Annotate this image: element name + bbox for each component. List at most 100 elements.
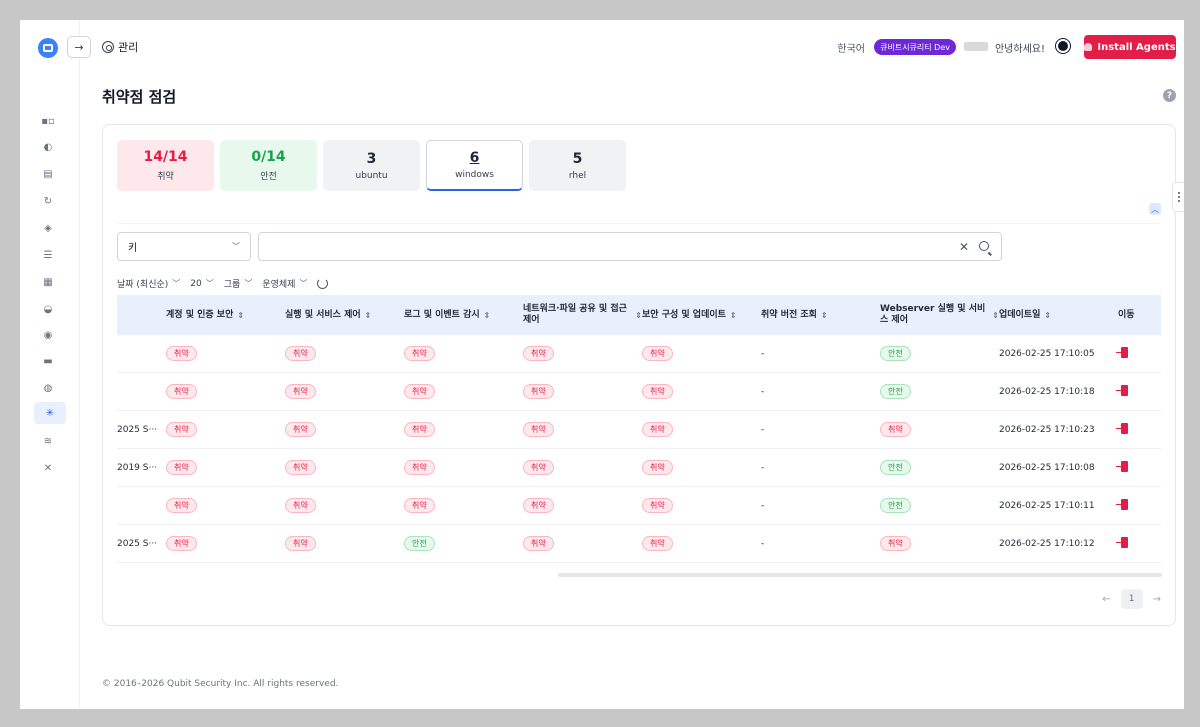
org-badge[interactable]: 큐비트시큐리티 Dev [874, 39, 956, 55]
header-cell[interactable]: 네트워크·파일 공유 및 접근 제어 ⇕ [523, 304, 642, 326]
cell-status: 취약 [880, 422, 999, 437]
cell-status: 취약 [642, 346, 761, 361]
sort-label: 날짜 (최신순) [117, 280, 169, 290]
goto-icon[interactable] [1115, 536, 1130, 548]
updated-date: 2026-02-25 17:10:11 [999, 500, 1095, 511]
column-label: 계정 및 인증 보안 [166, 309, 234, 320]
vulnerability-check-icon[interactable]: ✳ [34, 402, 66, 424]
prev-page-icon[interactable]: ← [1102, 593, 1111, 605]
version-value: - [761, 386, 765, 397]
table-row[interactable]: 2025 S··· 취약 취약 안전 취약 취약 - 취약 2026-02-25 17:10:1… [117, 525, 1161, 563]
next-page-icon[interactable]: → [1152, 593, 1161, 605]
page-size-dropdown[interactable]: 20 ﹀ [190, 278, 213, 289]
stat-value: 6 [469, 150, 480, 166]
results-table: 계정 및 인증 보안 ⇕ 실행 및 서비스 제어 ⇕ 로그 및 이벤트 감시 ⇕ 네트… [117, 295, 1161, 563]
sync-icon[interactable]: ↻ [43, 195, 53, 207]
shield-icon[interactable]: ◐ [43, 141, 53, 153]
goto-icon[interactable] [1115, 346, 1130, 358]
status-badge: 취약 [166, 498, 197, 513]
page-number[interactable]: 1 [1120, 589, 1143, 609]
cell-status: 취약 [166, 498, 285, 513]
status-badge: 취약 [523, 536, 554, 551]
divider [117, 223, 1161, 224]
search-key-select[interactable]: 키 ﹀ [117, 232, 251, 261]
dashboard-icon[interactable]: ▪▫ [41, 115, 55, 127]
help-icon[interactable]: ? [1163, 89, 1176, 102]
stat-vulnerable[interactable]: 14/14 취약 [117, 140, 214, 191]
sort-icon: ⇕ [729, 310, 737, 320]
cell-status: 취약 [404, 422, 523, 437]
chevron-down-icon: ﹀ [299, 279, 308, 288]
side-panel-handle[interactable] [1172, 182, 1184, 212]
pagination: ← 1 → [1102, 589, 1161, 609]
database-icon[interactable]: ◒ [43, 303, 53, 315]
clear-icon[interactable]: ✕ [958, 240, 969, 254]
install-agents-button[interactable]: Install Agents [1084, 35, 1176, 59]
cell-status: 취약 [166, 422, 285, 437]
version-value: - [761, 462, 765, 473]
header-cell[interactable]: Webserver 실행 및 서비스 제어 ⇕ [880, 304, 999, 326]
cell-version: - [761, 349, 880, 359]
cube-icon[interactable]: ◈ [44, 222, 52, 234]
breadcrumb-section[interactable]: 관리 [118, 41, 139, 54]
chevron-up-icon[interactable]: ︿ [1149, 203, 1161, 215]
goto-icon[interactable] [1115, 498, 1130, 510]
header-cell[interactable]: 로그 및 이벤트 감시 ⇕ [404, 310, 523, 321]
globe-icon[interactable]: ◍ [43, 382, 53, 394]
theme-toggle-icon[interactable] [1054, 37, 1072, 55]
header-cell[interactable]: 보안 구성 및 업데이트 ⇕ [642, 310, 761, 321]
app-window: ▪▫ ◐ ▤ ↻ ◈ ☰ ▦ ◒ ◉ ▬ ◍ ✳ ≋ ✕ → 관리 한국어 큐비… [20, 20, 1184, 709]
sort-icon: ⇕ [635, 310, 642, 320]
table-row[interactable]: 취약 취약 취약 취약 취약 - 안전 2026-02-25 17:10:05 [117, 335, 1161, 373]
header-cell[interactable]: 계정 및 인증 보안 ⇕ [166, 310, 285, 321]
target-icon[interactable]: ◉ [43, 329, 53, 341]
version-value: - [761, 500, 765, 511]
list-icon[interactable]: ☰ [43, 249, 53, 261]
grid-icon[interactable]: ▦ [43, 276, 53, 288]
language-selector[interactable]: 한국어 [837, 44, 865, 55]
server-icon[interactable]: ▤ [43, 168, 53, 180]
cell-status: 취약 [523, 384, 642, 399]
updated-date: 2026-02-25 17:10:23 [999, 424, 1095, 435]
column-label: 보안 구성 및 업데이트 [642, 309, 726, 320]
header-cell[interactable]: 업데이트일 ⇕ [999, 310, 1118, 321]
goto-icon[interactable] [1115, 422, 1130, 434]
header-cell[interactable]: 취약 버전 조회 ⇕ [761, 310, 880, 321]
cell-status: 취약 [523, 536, 642, 551]
sort-dropdown[interactable]: 날짜 (최신순) ﹀ [117, 277, 180, 290]
stat-os-ubuntu[interactable]: 3 ubuntu [323, 140, 420, 191]
refresh-icon[interactable] [317, 278, 329, 289]
table-row[interactable]: 취약 취약 취약 취약 취약 - 안전 2026-02-25 17:10:11 [117, 487, 1161, 525]
header-cell[interactable]: 실행 및 서비스 제어 ⇕ [285, 310, 404, 321]
sidebar-toggle-button[interactable]: → [67, 36, 91, 58]
app-logo[interactable] [38, 38, 58, 58]
table-row[interactable]: 2025 S··· 취약 취약 취약 취약 취약 - 취약 2026-02-25 17:10:2… [117, 411, 1161, 449]
cell-host-name: 2025 S··· [117, 425, 166, 435]
status-badge: 취약 [404, 384, 435, 399]
os-dropdown[interactable]: 운영체제 ﹀ [262, 277, 307, 290]
updated-date: 2026-02-25 17:10:05 [999, 348, 1095, 359]
table-row[interactable]: 2019 S··· 취약 취약 취약 취약 취약 - 안전 2026-02-25 17:10:0… [117, 449, 1161, 487]
goto-icon[interactable] [1115, 460, 1130, 472]
search-icon[interactable] [979, 241, 989, 251]
column-label: 이동 [1118, 309, 1135, 320]
main-card: 14/14 취약 0/14 안전 3 ubuntu 6 windows 5 rh… [102, 124, 1176, 626]
updated-date: 2026-02-25 17:10:08 [999, 462, 1095, 473]
stat-safe[interactable]: 0/14 안전 [220, 140, 317, 191]
horizontal-scrollbar[interactable] [558, 573, 1162, 577]
cell-status: 안전 [880, 498, 999, 513]
cell-updated: 2026-02-25 17:10:12 [999, 539, 1118, 549]
toggle-icon[interactable]: ▬ [43, 355, 53, 367]
table-row[interactable]: 취약 취약 취약 취약 취약 - 안전 2026-02-25 17:10:18 [117, 373, 1161, 411]
layers-icon[interactable]: ≋ [43, 435, 53, 447]
cell-status: 취약 [642, 422, 761, 437]
user-greeting[interactable]: 안녕하세요! [994, 44, 1045, 55]
stat-os-rhel[interactable]: 5 rhel [529, 140, 626, 191]
stat-os-windows[interactable]: 6 windows [426, 140, 523, 191]
tools-icon[interactable]: ✕ [43, 462, 53, 474]
goto-icon[interactable] [1115, 384, 1130, 396]
search-input[interactable]: ✕ [258, 232, 1002, 261]
status-badge: 취약 [404, 460, 435, 475]
group-dropdown[interactable]: 그룹 ﹀ [224, 277, 253, 290]
cell-action [1115, 536, 1161, 551]
